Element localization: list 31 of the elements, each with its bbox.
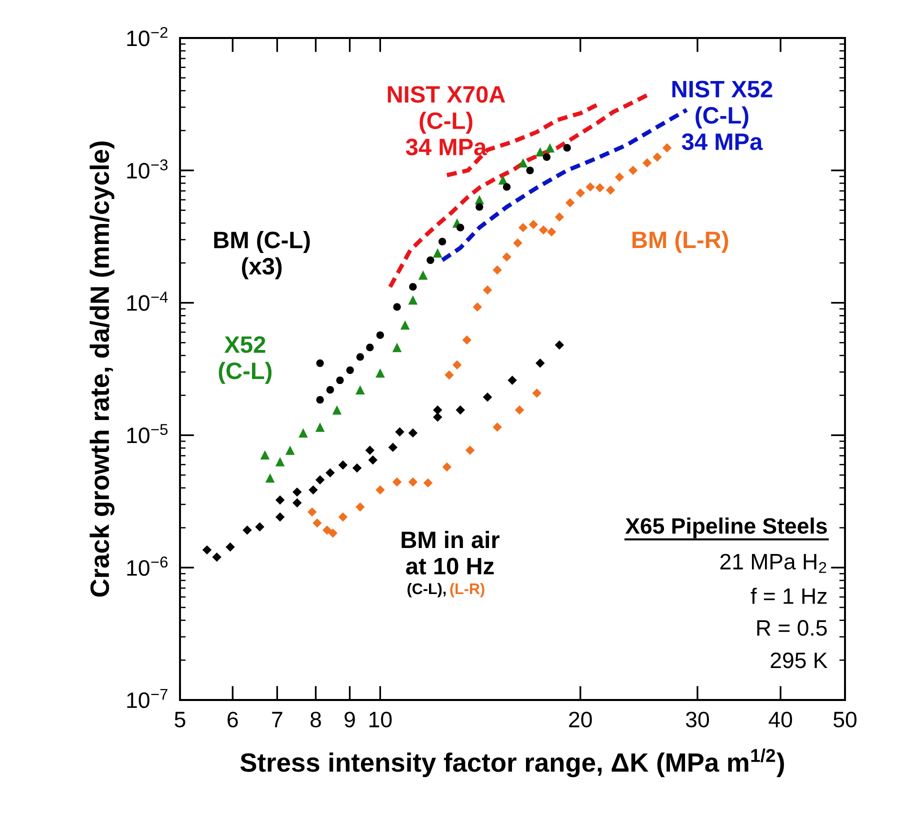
- text: (C-L),: [408, 582, 446, 598]
- y-tick-label: 10$^{−6}$: [127, 556, 168, 576]
- x-tick-label: 50: [834, 712, 856, 728]
- y-tick-label: 10$^{−4}$: [127, 292, 168, 311]
- text: X52 (C-L): [218, 336, 272, 384]
- x-axis-title: Stress intensity factor range, ΔK (MPa m$^{1/2}$): [240, 748, 784, 778]
- text: (L-R): [450, 582, 484, 598]
- y-tick-label: 10$^{−5}$: [127, 424, 168, 444]
- y-tick-label: 10$^{−2}$: [127, 26, 168, 46]
- annotation: X65 Pipeline Steels: [625, 518, 827, 538]
- x-tick-label: 9: [344, 712, 355, 728]
- series-label: BM (L-R): [632, 230, 728, 253]
- y-tick-label: 10$^{−3}$: [127, 159, 168, 179]
- x-tick-label: 10: [370, 712, 392, 728]
- x-tick-label: 20: [569, 712, 592, 728]
- series-label: NIST X70A (C-L) 34 MPa: [388, 86, 506, 156]
- x-tick-label: 40: [768, 712, 792, 728]
- annotation: 21 MPa H$_{2}$: [720, 554, 826, 573]
- x-tick-label: 5: [174, 712, 186, 728]
- annotation: 295 K: [770, 652, 828, 668]
- x-tick-label: 8: [310, 712, 321, 728]
- annotation: BM in air at 10 Hz: [402, 530, 500, 575]
- text: BM (C-L) (x3): [214, 230, 310, 280]
- annotation: R = 0.5: [757, 620, 827, 636]
- x-tick-label: 6: [228, 712, 238, 728]
- annotation: f = 1 Hz: [750, 588, 827, 604]
- y-axis-title: Crack growth rate, da/dN (mm/cycle): [90, 142, 114, 597]
- y-tick-label: 10$^{−7}$: [127, 688, 168, 708]
- x-tick-label: 7: [272, 712, 282, 728]
- series-label: NIST X52 (C-L) 34 MPa: [672, 80, 772, 150]
- x-tick-label: 30: [686, 712, 709, 728]
